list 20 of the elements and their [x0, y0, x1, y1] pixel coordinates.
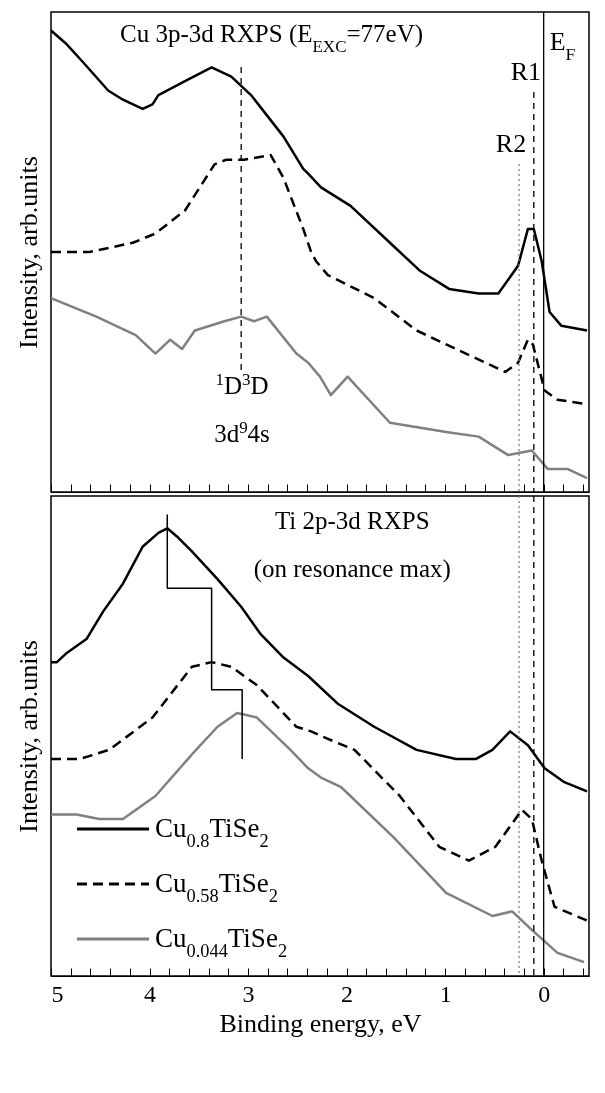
annotation: Ti 2p-3d RXPS [274, 507, 430, 534]
legend-label: Cu$_{0.044}$TiSe$_{2}$ [155, 923, 288, 961]
x-tick-label: 5 [51, 980, 64, 1007]
x-tick-label: 2 [341, 980, 354, 1007]
x-tick-label: 4 [144, 980, 157, 1007]
annotation: Cu 3p-3d RXPS (E$_{EXC}$=77eV) [120, 20, 424, 56]
y-axis-title: Intensity, arb.units [13, 640, 43, 833]
annotation: $^{1}$D$^{3}$D [215, 369, 269, 400]
ref-line-label: R2 [495, 129, 527, 158]
annotation: (on resonance max) [253, 555, 451, 583]
x-tick-label: 1 [439, 980, 452, 1007]
annotation: 3d$^{9}$4s [214, 417, 270, 448]
y-axis-title: Intensity, arb.units [13, 156, 43, 349]
legend-label: Cu$_{0.8}$TiSe$_{2}$ [155, 813, 269, 851]
x-axis-title: Binding energy, eV [219, 1008, 422, 1038]
x-tick-label: 0 [538, 980, 551, 1007]
ref-line-label: R1 [510, 57, 541, 86]
ref-line-label: E$_{F}$ [549, 27, 576, 64]
legend-label: Cu$_{0.58}$TiSe$_{2}$ [155, 868, 278, 906]
x-tick-label: 3 [242, 980, 255, 1007]
